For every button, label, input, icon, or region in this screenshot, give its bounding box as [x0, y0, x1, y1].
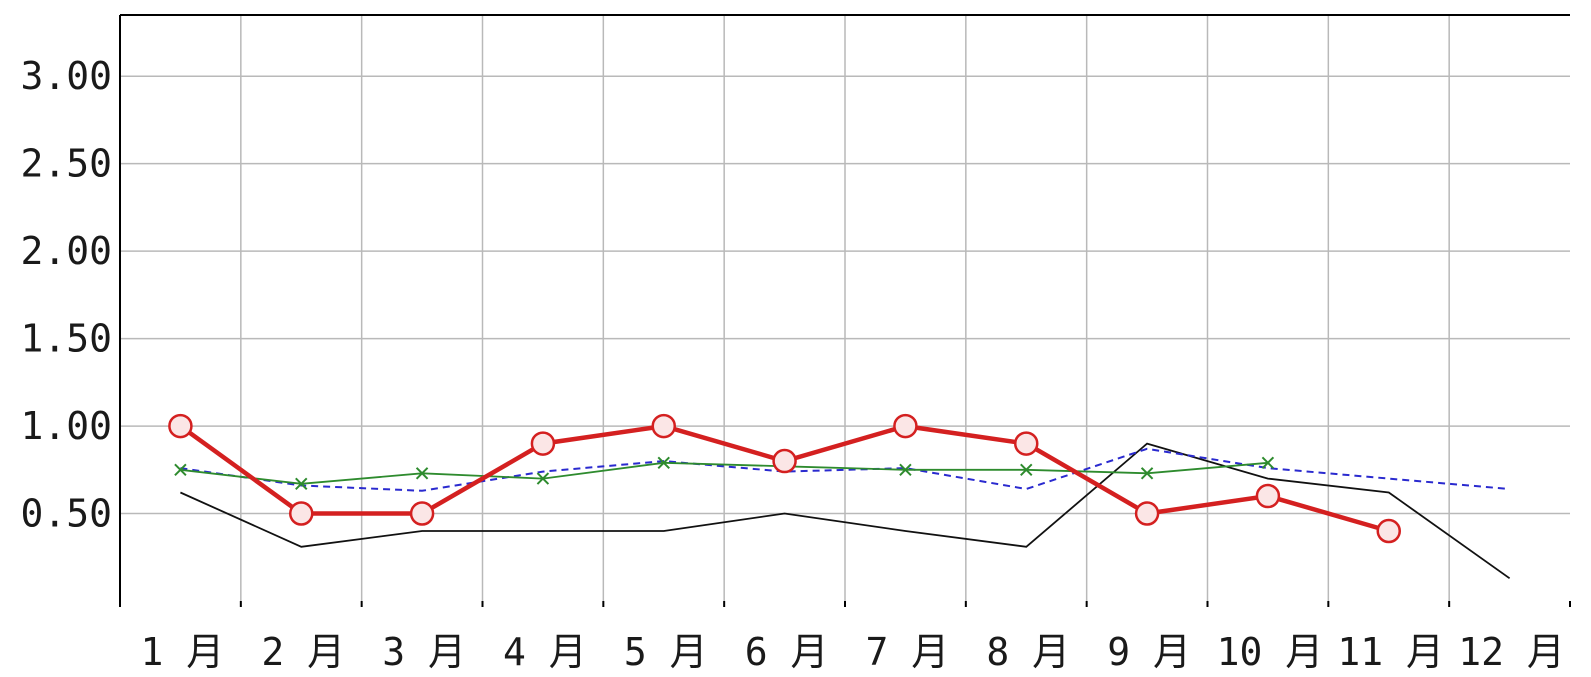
y-tick-label: 2.00	[20, 229, 112, 273]
x-tick-label: 7 月	[866, 630, 950, 674]
x-tick-label: 3 月	[382, 630, 466, 674]
x-tick-label: 10 月	[1217, 630, 1324, 674]
y-tick-label: 1.00	[20, 404, 112, 448]
series-line	[180, 461, 1268, 485]
axes	[119, 14, 1571, 607]
x-tick-label: 2 月	[261, 630, 345, 674]
y-tick-label: 0.50	[20, 492, 112, 536]
x-tick-label: 5 月	[624, 630, 708, 674]
x-tick-label: 1 月	[141, 630, 225, 674]
series-layer	[168, 413, 1511, 580]
data-point	[1376, 518, 1401, 544]
data-point	[893, 413, 918, 439]
data-point	[168, 413, 193, 439]
x-tick-label: 6 月	[745, 630, 829, 674]
x-tick-label: 9 月	[1107, 630, 1191, 674]
y-tick-label: 2.50	[20, 142, 112, 186]
data-point	[1255, 483, 1281, 509]
series-1	[168, 413, 1401, 544]
data-point	[899, 463, 912, 477]
data-point	[1140, 467, 1154, 480]
data-point	[174, 463, 187, 477]
data-point	[1134, 501, 1160, 526]
y-tick-label: 1.50	[20, 317, 112, 361]
x-tick-label: 12 月	[1458, 630, 1565, 674]
x-tick-label: 4 月	[503, 630, 587, 674]
data-point	[772, 448, 797, 474]
data-point	[657, 456, 670, 470]
series-line	[180, 442, 1511, 580]
series-line	[180, 447, 1510, 492]
data-point	[409, 501, 435, 526]
x-tick-label: 8 月	[986, 630, 1070, 674]
series-4	[180, 442, 1511, 580]
series-3	[180, 447, 1510, 492]
data-point	[295, 477, 308, 491]
data-point	[651, 413, 676, 439]
data-point	[1020, 463, 1033, 477]
data-point	[415, 467, 429, 480]
tick-labels: 0.50 1.00 1.50 2.00 2.50 3.00 1 月 2 月 3 月 4 月 5 月 6…	[20, 54, 1564, 674]
x-tick-label: 11 月	[1337, 630, 1444, 674]
y-tick-label: 3.00	[20, 54, 112, 98]
data-point	[530, 431, 556, 456]
data-point	[536, 472, 550, 485]
data-point	[1014, 431, 1039, 456]
data-point	[289, 501, 314, 526]
data-point	[1261, 456, 1275, 470]
